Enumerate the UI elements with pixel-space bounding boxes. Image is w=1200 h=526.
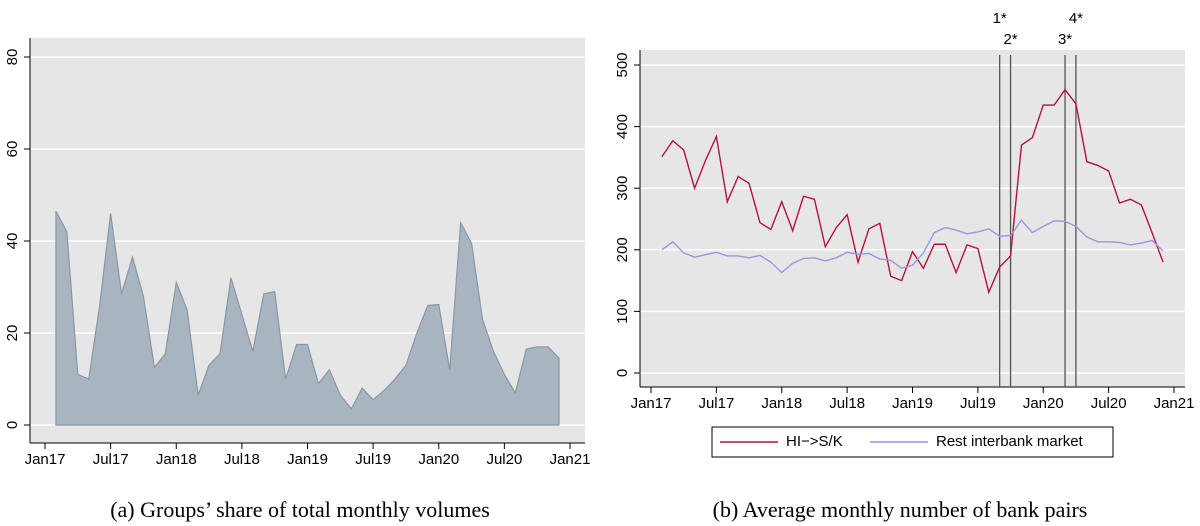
caption: (b) Average monthly number of bank pairs xyxy=(713,497,1088,522)
panel: 0 100 200 300 400 500 Jan17 Jul17 Jan18 Jul18 Jan1… xyxy=(614,10,1194,522)
y-tick-label: 40 xyxy=(4,233,21,250)
x-tick-label: Jan20 xyxy=(418,451,459,468)
y-tick-label: 500 xyxy=(614,52,631,77)
event-label: 1* xyxy=(993,10,1007,27)
x-tick-label: Jan18 xyxy=(761,395,802,412)
x-tick-label: Jul20 xyxy=(1091,395,1127,412)
event-label: 3* xyxy=(1058,31,1072,48)
panel: 0 20 40 60 80 Jan17 Jul17 Jan18 Jul18 Jan19 Jul19 J… xyxy=(4,38,590,522)
area xyxy=(55,210,560,426)
y-tick-label: 0 xyxy=(614,369,631,377)
caption: (a) Groups’ share of total monthly volum… xyxy=(110,497,490,522)
x-tick-label: Jul17 xyxy=(93,451,129,468)
y-tick-label: 200 xyxy=(614,237,631,262)
legend-label: Rest interbank market xyxy=(936,433,1084,450)
x-tick-label: Jan18 xyxy=(156,451,197,468)
line xyxy=(661,219,1164,274)
x-tick-label: Jan17 xyxy=(25,451,66,468)
x-tick-label: Jan19 xyxy=(892,395,933,412)
x-tick-label: Jul20 xyxy=(486,451,522,468)
y-tick-label: 100 xyxy=(614,299,631,324)
y-tick-label: 400 xyxy=(614,114,631,139)
x-tick-label: Jan20 xyxy=(1023,395,1064,412)
plot-background xyxy=(640,50,1185,387)
y-tick-label: 300 xyxy=(614,176,631,201)
y-tick-label: 80 xyxy=(4,49,21,66)
x-tick-label: Jul18 xyxy=(224,451,260,468)
legend-label: HI−>S/K xyxy=(786,433,843,450)
x-tick-label: Jul17 xyxy=(698,395,734,412)
y-tick-label: 0 xyxy=(4,421,21,429)
line xyxy=(661,88,1164,295)
x-tick-label: Jul18 xyxy=(829,395,865,412)
x-tick-label: Jul19 xyxy=(960,395,996,412)
x-tick-label: Jan19 xyxy=(287,451,328,468)
event-label: 2* xyxy=(1003,31,1017,48)
x-tick-label: Jul19 xyxy=(355,451,391,468)
y-tick-label: 60 xyxy=(4,141,21,158)
x-tick-label: Jan21 xyxy=(550,451,591,468)
x-tick-label: Jan21 xyxy=(1154,395,1195,412)
y-tick-label: 20 xyxy=(4,325,21,342)
x-tick-label: Jan17 xyxy=(631,395,672,412)
event-label: 4* xyxy=(1069,10,1083,27)
